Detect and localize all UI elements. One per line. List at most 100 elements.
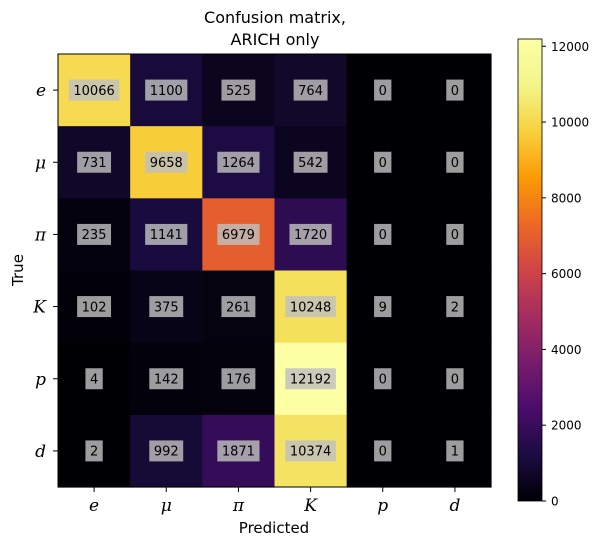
- cell-value: 764: [298, 84, 323, 99]
- cell-value: 0: [451, 228, 459, 243]
- cell-value: 0: [379, 84, 387, 99]
- cell-label-box: [77, 296, 112, 318]
- colorbar-tick-label: 10000: [551, 116, 589, 130]
- y-tick-label: d: [35, 442, 46, 462]
- cell-value: 10248: [290, 300, 331, 315]
- colorbar-tick-label: 8000: [551, 191, 582, 205]
- cell-value: 261: [226, 300, 251, 315]
- colorbar-tick-label: 0: [551, 495, 559, 509]
- x-axis-label: Predicted: [239, 519, 309, 537]
- cell-label-box: [217, 440, 260, 462]
- x-tick-label: K: [303, 496, 318, 516]
- cell-label-box: [149, 368, 184, 390]
- cell-label-box: [374, 151, 392, 173]
- cell-label-box: [374, 296, 392, 318]
- cell-value: 0: [379, 445, 387, 460]
- cell-value: 102: [82, 300, 107, 315]
- cell-label-box: [446, 79, 464, 101]
- cell-label-box: [374, 223, 392, 245]
- x-tick-label: d: [449, 496, 460, 516]
- cell-value: 525: [226, 84, 251, 99]
- y-axis-label: True: [9, 254, 27, 287]
- cell-value: 10374: [290, 445, 331, 460]
- cell-value: 9: [379, 300, 387, 315]
- colorbar-ticks: 0 2000 4000 6000 8000 10000 12000: [542, 40, 589, 509]
- cell-label-box: [285, 440, 336, 462]
- cell-value: 1141: [150, 228, 183, 243]
- cell-value: 2: [451, 300, 459, 315]
- colorbar-tick-label: 4000: [551, 343, 582, 357]
- cell-label-box: [374, 368, 392, 390]
- cell-label-box: [85, 368, 103, 390]
- cell-label-box: [221, 79, 256, 101]
- cell-value: 0: [379, 156, 387, 171]
- matrix-cells: [58, 54, 492, 488]
- cell-value: 142: [154, 372, 179, 387]
- cell-label-box: [85, 440, 103, 462]
- cell-label-box: [68, 79, 120, 101]
- chart-title-line-1: Confusion matrix,: [204, 8, 346, 27]
- x-tick-label: π: [232, 496, 245, 516]
- cell-value: 1: [451, 445, 459, 460]
- cell-value: 0: [379, 228, 387, 243]
- cell-label-box: [221, 368, 256, 390]
- cell-label-box: [293, 151, 328, 173]
- colorbar-tick-label: 2000: [551, 419, 582, 433]
- colorbar: [517, 38, 543, 502]
- cell-label-box: [77, 223, 112, 245]
- y-tick-label: π: [34, 225, 47, 245]
- cell-label-box: [221, 296, 256, 318]
- cell-value: 9658: [150, 156, 183, 171]
- cell-label-box: [374, 440, 392, 462]
- chart-title-line-2: ARICH only: [231, 30, 320, 49]
- cell-value: 992: [154, 445, 179, 460]
- cell-label-box: [145, 223, 188, 245]
- x-tick-label: μ: [161, 496, 172, 516]
- y-tick-label: p: [35, 370, 46, 390]
- cell-value: 1720: [294, 228, 327, 243]
- cell-value: 235: [82, 228, 107, 243]
- cell-label-box: [374, 79, 392, 101]
- cell-value: 10066: [73, 84, 114, 99]
- x-tick-label: p: [377, 496, 388, 516]
- cell-value: 0: [451, 84, 459, 99]
- cell-label-box: [217, 223, 260, 245]
- cell-value: 4: [90, 372, 98, 387]
- colorbar-tick-label: 6000: [551, 267, 582, 281]
- cell-value: 6979: [222, 228, 255, 243]
- cell-value: 2: [90, 445, 98, 460]
- cell-labels: 10066 1100 525 764 0 0 731 9658 1264 542 0 0 235 1141…: [68, 79, 464, 462]
- cell-label-box: [285, 368, 336, 390]
- cell-label-box: [77, 151, 112, 173]
- cell-value: 0: [451, 372, 459, 387]
- cell-label-box: [446, 368, 464, 390]
- cell-value: 731: [82, 156, 107, 171]
- cell-value: 542: [298, 156, 323, 171]
- cell-label-box: [285, 296, 336, 318]
- cell-label-box: [145, 79, 188, 101]
- y-tick-label: μ: [35, 153, 46, 173]
- cell-label-box: [289, 223, 332, 245]
- y-tick-label: e: [36, 81, 46, 101]
- cell-value: 12192: [290, 372, 331, 387]
- cell-value: 0: [451, 156, 459, 171]
- cell-label-box: [149, 440, 184, 462]
- cell-label-box: [145, 151, 188, 173]
- cell-label-box: [446, 151, 464, 173]
- cell-label-box: [149, 296, 184, 318]
- cell-value: 0: [379, 372, 387, 387]
- cell-value: 375: [154, 300, 179, 315]
- cell-value: 1871: [222, 445, 255, 460]
- y-tick-label: K: [32, 298, 47, 318]
- cell-label-box: [446, 223, 464, 245]
- cell-value: 1100: [150, 84, 183, 99]
- cell-value: 176: [226, 372, 251, 387]
- cell-label-box: [446, 296, 464, 318]
- y-axis-ticks: e μ π Kp d: [32, 81, 58, 462]
- cell-label-box: [293, 79, 328, 101]
- cell-label-box: [217, 151, 260, 173]
- cell-label-box: [446, 440, 464, 462]
- x-tick-label: e: [89, 496, 99, 516]
